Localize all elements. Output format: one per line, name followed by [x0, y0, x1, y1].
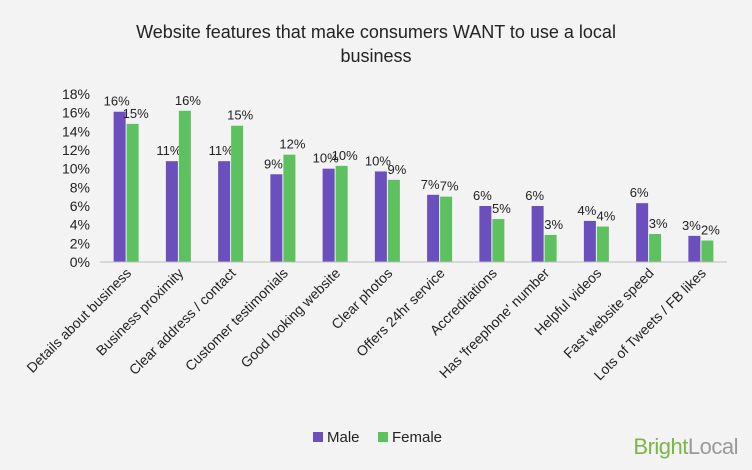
bar-female: [283, 154, 296, 262]
data-label-female: 12%: [279, 137, 305, 152]
data-label-female: 5%: [492, 201, 511, 216]
bar-male: [113, 111, 126, 262]
data-label-male: 4%: [577, 203, 596, 218]
y-tick-label: 2%: [70, 235, 90, 251]
bar-female: [387, 179, 400, 262]
bar-male: [270, 174, 283, 262]
x-tick-label: Business proximity: [93, 265, 187, 359]
bar-female: [649, 234, 662, 262]
bar-male: [531, 206, 544, 262]
legend-label-male: Male: [327, 429, 360, 446]
data-label-female: 3%: [649, 216, 668, 231]
y-tick-label: 10%: [62, 161, 90, 177]
bar-male: [583, 220, 596, 262]
bar-male: [688, 235, 701, 262]
data-label-male: 11%: [209, 143, 234, 158]
y-tick-label: 0%: [70, 254, 90, 270]
legend-swatch-female: [378, 432, 388, 442]
data-label-female: 16%: [175, 93, 201, 108]
data-label-female: 4%: [596, 209, 615, 224]
legend-swatch-male: [313, 432, 323, 442]
bar-female: [178, 110, 191, 262]
y-tick-label: 18%: [62, 86, 90, 102]
y-tick-label: 6%: [70, 198, 90, 214]
x-tick-label: Offers 24hr service: [353, 265, 448, 360]
data-label-male: 6%: [525, 188, 544, 203]
data-label-male: 6%: [630, 185, 649, 200]
data-label-male: 7%: [421, 177, 440, 192]
y-tick-label: 8%: [70, 179, 90, 195]
y-tick-label: 12%: [62, 142, 90, 158]
x-tick-label: Details about business: [23, 265, 134, 376]
data-label-male: 16%: [104, 94, 130, 109]
bar-male: [427, 194, 440, 262]
bar-female: [231, 125, 244, 262]
y-axis: 0% 2% 4% 6% 8% 10% 12% 14% 16% 18%: [62, 86, 90, 270]
bar-female: [492, 219, 505, 262]
data-label-female: 10%: [332, 148, 358, 163]
data-label-male: 6%: [473, 188, 492, 203]
bar-male: [218, 161, 231, 262]
chart-title-line: business: [340, 46, 411, 66]
brightlocal-logo: BrightLocal: [633, 434, 738, 459]
bar-female: [596, 226, 609, 262]
data-label-female: 9%: [387, 162, 406, 177]
bar-male: [636, 203, 649, 262]
legend-label-female: Female: [392, 429, 442, 446]
bar-female: [544, 234, 557, 262]
bar-male: [165, 161, 178, 262]
data-label-male: 3%: [682, 218, 701, 233]
bar-female: [335, 165, 348, 262]
data-label-male: 11%: [156, 143, 181, 158]
data-label-female: 3%: [544, 217, 563, 232]
x-tick-label: Good looking website: [237, 265, 343, 371]
bars: 16%15%11%16%11%15%9%12%10%10% 10%9%7% 7%6%…: [104, 93, 720, 262]
data-label-male: 10%: [313, 151, 339, 166]
y-tick-label: 14%: [62, 123, 90, 139]
data-label-female: 2%: [701, 223, 720, 238]
legend: Male Female: [313, 429, 442, 446]
y-tick-label: 16%: [62, 105, 90, 121]
data-label-female: 7%: [440, 179, 459, 194]
data-label-male: 9%: [264, 156, 283, 171]
bar-female: [701, 240, 714, 262]
chart-title: Website features that make consumers WAN…: [136, 22, 616, 66]
x-tick-label: Fast website speed: [560, 265, 657, 362]
y-tick-label: 4%: [70, 217, 90, 233]
x-tick-label: Customer testimonials: [182, 265, 291, 374]
data-label-female: 15%: [123, 106, 149, 121]
bar-male: [322, 168, 335, 262]
bar-male: [374, 171, 387, 262]
chart-title-line: Website features that make consumers WAN…: [136, 22, 616, 42]
bar-male: [479, 206, 492, 262]
bar-female: [126, 123, 139, 262]
bar-female: [440, 196, 453, 262]
data-label-male: 10%: [365, 153, 391, 168]
data-label-female: 15%: [227, 108, 253, 123]
